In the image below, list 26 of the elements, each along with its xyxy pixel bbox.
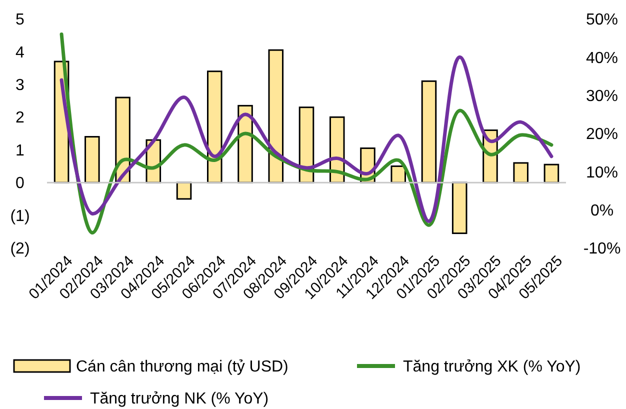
y-tick-label: 4 xyxy=(16,44,25,62)
y-tick-label: 1 xyxy=(16,142,25,160)
y2-tick-label: 30% xyxy=(586,88,618,105)
legend-label: Cán cân thương mại (tỷ USD) xyxy=(76,358,288,376)
bar xyxy=(84,136,100,184)
y2-tick-label: 40% xyxy=(586,50,618,67)
y2-tick-label: 50% xyxy=(586,12,618,29)
y-tick-label: 3 xyxy=(16,77,25,94)
line-series xyxy=(60,55,554,224)
legend-label: Tăng trưởng XK (% YoY) xyxy=(403,358,581,376)
y-tick-label: 2 xyxy=(16,110,25,127)
bar xyxy=(452,182,468,234)
legend-label: Tăng trưởng NK (% YoY) xyxy=(90,390,269,408)
bar xyxy=(207,70,222,184)
y-tick-label: 0 xyxy=(16,175,25,192)
y-tick-label: (1) xyxy=(10,208,30,225)
bar xyxy=(544,164,560,184)
y-tick-label: (2) xyxy=(10,240,30,258)
y2-tick-label: 10% xyxy=(586,164,618,182)
y2-tick-label: 0% xyxy=(590,202,614,220)
bar xyxy=(513,162,528,184)
y2-tick-label: -10% xyxy=(583,240,621,258)
bar xyxy=(421,80,437,184)
bar xyxy=(268,49,284,184)
y-tick-label: 5 xyxy=(16,12,25,29)
y2-tick-label: 20% xyxy=(586,126,618,144)
